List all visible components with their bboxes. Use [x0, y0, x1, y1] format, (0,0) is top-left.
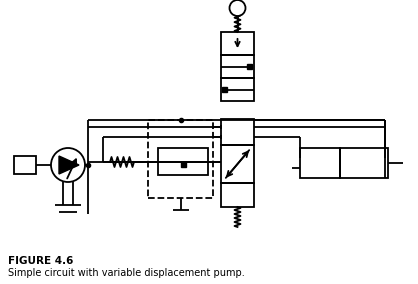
Text: Simple circuit with variable displacement pump.: Simple circuit with variable displacemen…	[8, 268, 245, 278]
Polygon shape	[59, 156, 79, 174]
Bar	[14, 156, 36, 174]
Bar	[222, 87, 227, 92]
Circle shape	[51, 148, 85, 182]
Bar	[181, 162, 186, 167]
Bar	[221, 55, 254, 78]
Bar	[300, 148, 340, 178]
Text: FIGURE 4.6: FIGURE 4.6	[8, 256, 74, 266]
Bar	[221, 145, 254, 183]
Bar	[247, 64, 252, 69]
Bar	[221, 183, 254, 207]
Bar	[221, 78, 254, 101]
Bar	[158, 148, 208, 175]
Bar	[340, 148, 388, 178]
Circle shape	[229, 0, 245, 16]
Bar	[221, 119, 254, 145]
Bar	[221, 32, 254, 55]
Bar	[148, 120, 213, 198]
